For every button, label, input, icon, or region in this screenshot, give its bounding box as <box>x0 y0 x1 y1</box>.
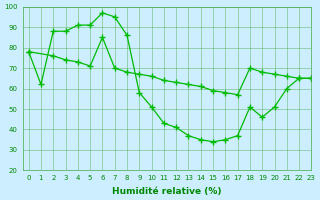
X-axis label: Humidité relative (%): Humidité relative (%) <box>112 187 222 196</box>
